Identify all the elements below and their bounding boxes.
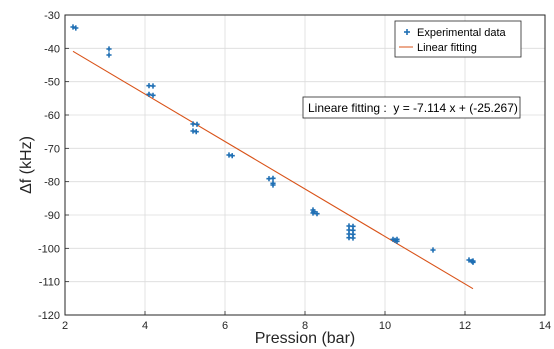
equation-annotation: Lineare fitting : y = -7.114 x + (-25.26…: [302, 96, 521, 119]
y-tick-label: -100: [38, 243, 60, 255]
y-tick-label: -70: [44, 143, 60, 155]
data-point: [270, 182, 276, 188]
y-tick-label: -120: [38, 310, 60, 322]
data-point: [270, 175, 276, 181]
data-point: [469, 258, 475, 264]
data-point: [106, 52, 112, 58]
data-point: [466, 257, 472, 263]
x-tick-label: 8: [302, 320, 308, 332]
tick-labels: 2 4 6 8 10 12 14 -120 -110 -100 -90 -80 -70 -60 -50 -40…: [38, 10, 551, 332]
legend-box: [394, 20, 522, 58]
y-tick-label: -50: [44, 77, 60, 89]
x-tick-label: 2: [62, 320, 68, 332]
x-tick-label: 4: [142, 320, 148, 332]
data-point: [150, 83, 156, 89]
fit-line: [72, 50, 474, 290]
data-point: [70, 24, 76, 30]
y-axis-title: Δf (kHz): [18, 136, 35, 194]
x-axis-title: Pression (bar): [255, 330, 355, 347]
data-point: [430, 247, 436, 253]
data-point: [106, 46, 112, 52]
legend-marker-experimental: [404, 29, 410, 35]
data-point: [150, 92, 156, 98]
legend-label-experimental: Experimental data: [417, 27, 507, 39]
data-points: [70, 24, 476, 265]
x-tick-label: 10: [379, 320, 391, 332]
x-tick-label: 14: [539, 320, 551, 332]
data-point: [229, 153, 235, 159]
y-tick-label: -60: [44, 110, 60, 122]
y-tick-label: -30: [44, 10, 60, 22]
data-point: [194, 121, 200, 127]
data-point: [193, 129, 199, 135]
y-tick-label: -110: [39, 277, 60, 289]
y-tick-label: -40: [44, 43, 60, 55]
equation-text: Lineare fitting : y = -7.114 x + (-25.26…: [308, 101, 518, 115]
data-point: [311, 209, 317, 215]
legend-label-linear-fit: Linear fitting: [417, 42, 477, 54]
x-tick-label: 12: [459, 320, 471, 332]
y-tick-label: -90: [44, 210, 60, 222]
data-point: [146, 91, 152, 97]
data-point: [73, 25, 79, 31]
data-point: [350, 235, 356, 241]
x-tick-label: 6: [222, 320, 228, 332]
data-point: [314, 211, 320, 217]
equation-box: [302, 96, 521, 119]
fit-line-group: [72, 50, 474, 290]
y-tick-label: -80: [44, 177, 60, 189]
data-point: [394, 238, 400, 244]
legend: Experimental data Linear fitting: [394, 20, 522, 58]
